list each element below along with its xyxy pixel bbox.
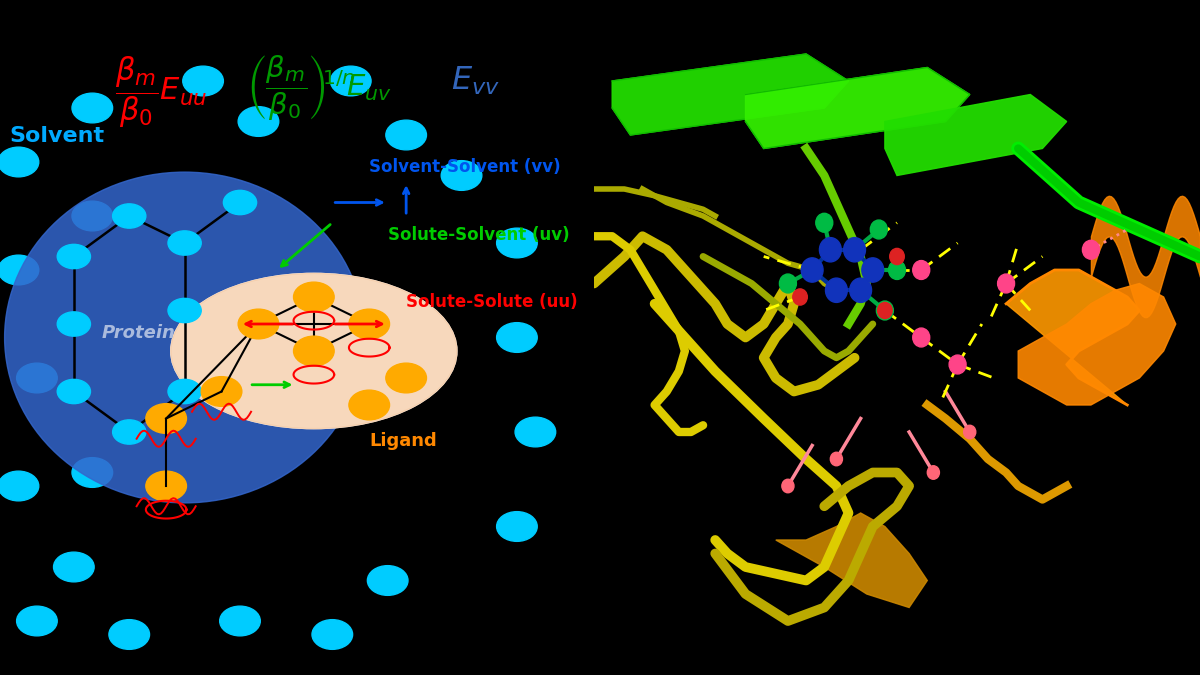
Circle shape xyxy=(1082,240,1099,259)
Circle shape xyxy=(294,336,334,366)
Circle shape xyxy=(862,258,883,282)
Circle shape xyxy=(802,258,823,282)
Circle shape xyxy=(949,355,966,374)
Text: Solvent: Solvent xyxy=(10,126,104,146)
Circle shape xyxy=(913,328,930,347)
Circle shape xyxy=(72,458,113,487)
Circle shape xyxy=(876,301,893,320)
Text: $\dfrac{\beta_m}{\beta_0} E_{uu}$: $\dfrac{\beta_m}{\beta_0} E_{uu}$ xyxy=(115,54,208,130)
Ellipse shape xyxy=(5,172,365,503)
Circle shape xyxy=(870,220,887,239)
Polygon shape xyxy=(745,68,970,148)
Polygon shape xyxy=(1019,284,1176,405)
Circle shape xyxy=(782,479,794,493)
Ellipse shape xyxy=(170,273,457,429)
Text: Solvent-Solvent (vv): Solvent-Solvent (vv) xyxy=(370,158,560,176)
Circle shape xyxy=(349,309,390,339)
Circle shape xyxy=(72,201,113,231)
Polygon shape xyxy=(612,54,848,135)
Circle shape xyxy=(146,471,186,501)
Circle shape xyxy=(146,404,186,433)
Circle shape xyxy=(0,255,38,285)
Circle shape xyxy=(168,379,202,404)
Circle shape xyxy=(202,377,242,406)
Circle shape xyxy=(997,274,1014,293)
Circle shape xyxy=(294,282,334,312)
Circle shape xyxy=(497,323,538,352)
Circle shape xyxy=(820,238,841,262)
Circle shape xyxy=(72,93,113,123)
Circle shape xyxy=(816,213,833,232)
Polygon shape xyxy=(1006,270,1140,405)
Circle shape xyxy=(386,363,426,393)
Circle shape xyxy=(497,228,538,258)
Circle shape xyxy=(17,363,58,393)
Text: Solute-Solvent (uv): Solute-Solvent (uv) xyxy=(388,225,569,244)
Circle shape xyxy=(964,425,976,439)
Circle shape xyxy=(113,204,146,228)
Circle shape xyxy=(844,238,865,262)
Circle shape xyxy=(349,390,390,420)
Circle shape xyxy=(58,379,90,404)
Ellipse shape xyxy=(170,273,457,429)
Circle shape xyxy=(223,190,257,215)
Text: Protein: Protein xyxy=(102,323,175,342)
Circle shape xyxy=(109,620,150,649)
Circle shape xyxy=(0,471,38,501)
Circle shape xyxy=(0,147,38,177)
Circle shape xyxy=(58,312,90,336)
Circle shape xyxy=(113,420,146,444)
Circle shape xyxy=(386,120,426,150)
Circle shape xyxy=(826,278,847,302)
Circle shape xyxy=(877,302,892,319)
Circle shape xyxy=(850,278,871,302)
Circle shape xyxy=(312,620,353,649)
Text: $\left(\dfrac{\beta_m}{\beta_0}\right)^{\!\!1/n}\!\! E_{uv}$: $\left(\dfrac{\beta_m}{\beta_0}\right)^{… xyxy=(246,54,391,123)
Circle shape xyxy=(17,606,58,636)
Circle shape xyxy=(54,552,94,582)
Circle shape xyxy=(182,66,223,96)
Circle shape xyxy=(58,244,90,269)
Circle shape xyxy=(442,161,482,190)
Circle shape xyxy=(913,261,930,279)
Circle shape xyxy=(515,417,556,447)
Circle shape xyxy=(793,289,808,305)
Circle shape xyxy=(330,66,371,96)
Circle shape xyxy=(830,452,842,466)
Circle shape xyxy=(168,298,202,323)
Circle shape xyxy=(889,248,905,265)
Circle shape xyxy=(238,107,278,136)
Circle shape xyxy=(497,512,538,541)
Circle shape xyxy=(888,261,906,279)
Text: Ligand: Ligand xyxy=(370,431,437,450)
Circle shape xyxy=(928,466,940,479)
Circle shape xyxy=(168,231,202,255)
Circle shape xyxy=(367,566,408,595)
Polygon shape xyxy=(884,95,1067,176)
Circle shape xyxy=(238,309,278,339)
Circle shape xyxy=(220,606,260,636)
Text: Solute-Solute (uu): Solute-Solute (uu) xyxy=(406,293,577,311)
Text: $E_{vv}$: $E_{vv}$ xyxy=(451,64,500,97)
Polygon shape xyxy=(775,513,928,608)
Circle shape xyxy=(780,274,797,293)
